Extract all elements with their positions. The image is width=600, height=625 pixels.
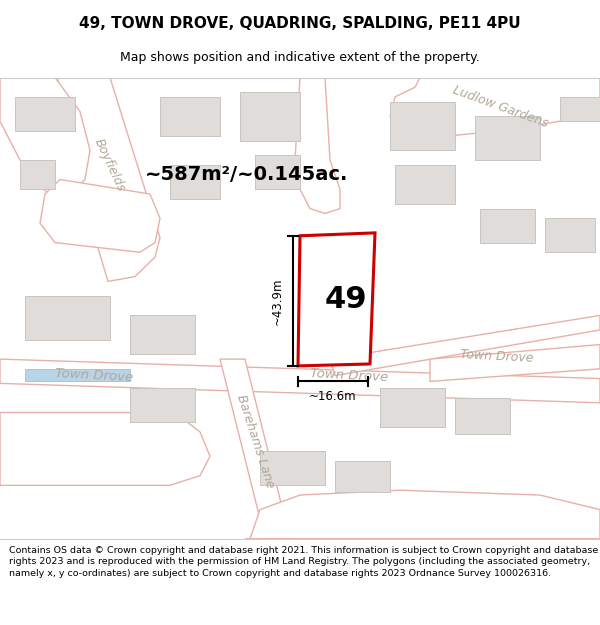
Text: 49, TOWN DROVE, QUADRING, SPALDING, PE11 4PU: 49, TOWN DROVE, QUADRING, SPALDING, PE11… <box>79 16 521 31</box>
Polygon shape <box>130 388 195 422</box>
Polygon shape <box>0 359 600 403</box>
Polygon shape <box>25 369 130 381</box>
Polygon shape <box>15 97 75 131</box>
Text: ~43.9m: ~43.9m <box>271 277 284 324</box>
Polygon shape <box>335 461 390 492</box>
Polygon shape <box>0 412 210 486</box>
Polygon shape <box>395 165 455 204</box>
Polygon shape <box>390 78 600 136</box>
Polygon shape <box>160 97 220 136</box>
Polygon shape <box>455 398 510 434</box>
Text: Map shows position and indicative extent of the property.: Map shows position and indicative extent… <box>120 51 480 64</box>
Polygon shape <box>0 78 90 194</box>
Text: Town Drove: Town Drove <box>55 367 134 384</box>
Polygon shape <box>220 359 290 539</box>
Polygon shape <box>255 155 300 189</box>
Polygon shape <box>170 165 220 199</box>
Polygon shape <box>430 344 600 381</box>
Polygon shape <box>130 316 195 354</box>
Text: ~16.6m: ~16.6m <box>309 389 357 402</box>
Polygon shape <box>298 233 375 366</box>
Polygon shape <box>390 102 455 151</box>
Polygon shape <box>40 179 160 253</box>
Polygon shape <box>240 92 300 141</box>
Polygon shape <box>245 490 600 539</box>
Text: 49: 49 <box>325 285 367 314</box>
Polygon shape <box>58 78 160 281</box>
Polygon shape <box>380 388 445 427</box>
Polygon shape <box>560 97 600 121</box>
Text: Town Drove: Town Drove <box>460 348 534 364</box>
Text: Ludlow Gardens: Ludlow Gardens <box>451 83 550 130</box>
Polygon shape <box>295 78 340 214</box>
Polygon shape <box>20 160 55 189</box>
Polygon shape <box>330 316 600 376</box>
Polygon shape <box>475 116 540 160</box>
Polygon shape <box>545 218 595 252</box>
Text: Contains OS data © Crown copyright and database right 2021. This information is : Contains OS data © Crown copyright and d… <box>9 546 598 578</box>
Text: Boyfields: Boyfields <box>92 136 128 194</box>
Polygon shape <box>260 451 325 486</box>
Text: ~587m²/~0.145ac.: ~587m²/~0.145ac. <box>145 165 349 184</box>
Polygon shape <box>480 209 535 242</box>
Text: Town Drove: Town Drove <box>310 367 389 384</box>
Polygon shape <box>25 296 110 339</box>
Text: Barehams Lane: Barehams Lane <box>234 393 276 490</box>
